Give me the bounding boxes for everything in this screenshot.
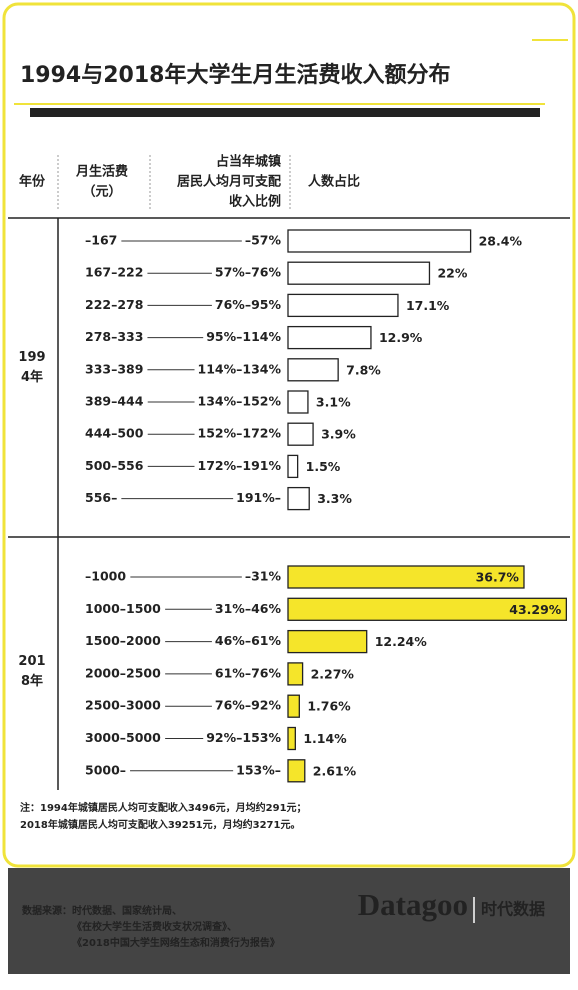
bar bbox=[287, 293, 399, 318]
bar bbox=[287, 454, 299, 479]
value-label: 43.29% bbox=[509, 602, 562, 617]
value-label: 3.3% bbox=[317, 491, 352, 506]
logo: Datagoo bbox=[358, 887, 468, 922]
income-ratio: 114%–134% bbox=[198, 361, 282, 376]
value-label: 1.76% bbox=[307, 699, 351, 714]
spend-range: 444–500 bbox=[85, 426, 144, 441]
value-label: 3.1% bbox=[316, 395, 351, 410]
income-ratio: 61%–76% bbox=[215, 665, 282, 680]
source-label: 数据来源： bbox=[22, 904, 72, 917]
spend-range: 556– bbox=[85, 490, 117, 505]
income-ratio: 92%–153% bbox=[206, 730, 281, 745]
column-header: 收入比例 bbox=[229, 194, 281, 210]
bar bbox=[287, 565, 525, 589]
value-label: 3.9% bbox=[321, 427, 356, 442]
group-label: 1994年 bbox=[18, 349, 46, 385]
spend-range: 222–278 bbox=[85, 297, 143, 312]
spend-range: 167–222 bbox=[85, 265, 143, 280]
column-header: 年份 bbox=[19, 174, 46, 190]
bar bbox=[287, 390, 309, 414]
income-ratio: 95%–114% bbox=[206, 329, 281, 344]
income-ratio: 134%–152% bbox=[198, 394, 282, 409]
source-line: 《2018中国大学生网络生态和消费行为报告》 bbox=[72, 936, 280, 949]
bar bbox=[287, 629, 368, 654]
bar bbox=[287, 694, 300, 718]
bar bbox=[287, 422, 314, 446]
income-ratio: 31%–46% bbox=[215, 601, 282, 616]
logo-cn: 时代数据 bbox=[481, 900, 545, 919]
group-label: 2018年 bbox=[18, 653, 46, 689]
column-header: 居民人均月可支配 bbox=[177, 174, 281, 190]
bar bbox=[287, 261, 431, 285]
bar bbox=[287, 486, 310, 511]
note-label: 注： bbox=[20, 801, 40, 814]
spend-range: 5000– bbox=[85, 762, 126, 777]
note-line: 1994年城镇居民人均可支配收入3496元，月均约291元； bbox=[40, 801, 307, 814]
bar bbox=[287, 662, 304, 686]
income-ratio: –31% bbox=[245, 569, 282, 584]
spend-range: 2500–3000 bbox=[85, 698, 161, 713]
income-ratio: 172%–191% bbox=[198, 458, 282, 473]
spend-range: 1000–1500 bbox=[85, 601, 161, 616]
spend-range: 3000–5000 bbox=[85, 730, 161, 745]
spend-range: 2000–2500 bbox=[85, 665, 161, 680]
column-header: （元） bbox=[82, 184, 121, 200]
spend-range: 389–444 bbox=[85, 394, 144, 409]
value-label: 22% bbox=[437, 266, 467, 281]
value-label: 12.24% bbox=[375, 634, 428, 649]
income-ratio: 153%– bbox=[236, 762, 281, 777]
column-header: 人数占比 bbox=[308, 174, 360, 190]
bar bbox=[287, 759, 306, 783]
bar bbox=[287, 325, 372, 350]
spend-range: 500–556 bbox=[85, 458, 144, 473]
income-ratio: 57%–76% bbox=[215, 265, 282, 280]
value-label: 7.8% bbox=[346, 362, 381, 377]
income-ratio: 152%–172% bbox=[198, 426, 282, 441]
bar bbox=[287, 358, 339, 382]
value-label: 1.5% bbox=[306, 459, 341, 474]
value-label: 1.14% bbox=[303, 731, 347, 746]
bar bbox=[287, 597, 568, 621]
spend-range: 1500–2000 bbox=[85, 633, 161, 648]
value-label: 36.7% bbox=[476, 570, 520, 585]
income-ratio: –57% bbox=[245, 233, 282, 248]
column-header: 月生活费 bbox=[75, 164, 128, 180]
spend-range: 333–389 bbox=[85, 361, 143, 376]
value-label: 28.4% bbox=[479, 234, 523, 249]
value-label: 2.27% bbox=[311, 666, 355, 681]
value-label: 12.9% bbox=[379, 330, 423, 345]
title-bar bbox=[30, 108, 540, 117]
source-line: 《在校大学生生活费收支状况调查》、 bbox=[72, 920, 237, 933]
income-ratio: 76%–95% bbox=[215, 297, 282, 312]
income-ratio: 76%–92% bbox=[215, 698, 282, 713]
source-line: 时代数据、国家统计局、 bbox=[72, 904, 182, 917]
footer-bg bbox=[8, 868, 570, 974]
note-line: 2018年城镇居民人均可支配收入39251元，月均约3271元。 bbox=[20, 818, 300, 831]
spend-range: –1000 bbox=[85, 569, 126, 584]
spend-range: –167 bbox=[85, 233, 117, 248]
income-ratio: 46%–61% bbox=[215, 633, 282, 648]
value-label: 17.1% bbox=[406, 298, 450, 313]
bar bbox=[287, 229, 472, 253]
column-header: 占当年城镇 bbox=[216, 154, 281, 170]
title: 1994与2018年大学生月生活费收入额分布 bbox=[20, 62, 450, 88]
bar bbox=[287, 726, 296, 751]
group-label-box: 1994年 bbox=[18, 349, 46, 385]
income-ratio: 191%– bbox=[236, 490, 281, 505]
value-label: 2.61% bbox=[313, 763, 357, 778]
spend-range: 278–333 bbox=[85, 329, 143, 344]
group-label-box: 2018年 bbox=[18, 653, 46, 689]
